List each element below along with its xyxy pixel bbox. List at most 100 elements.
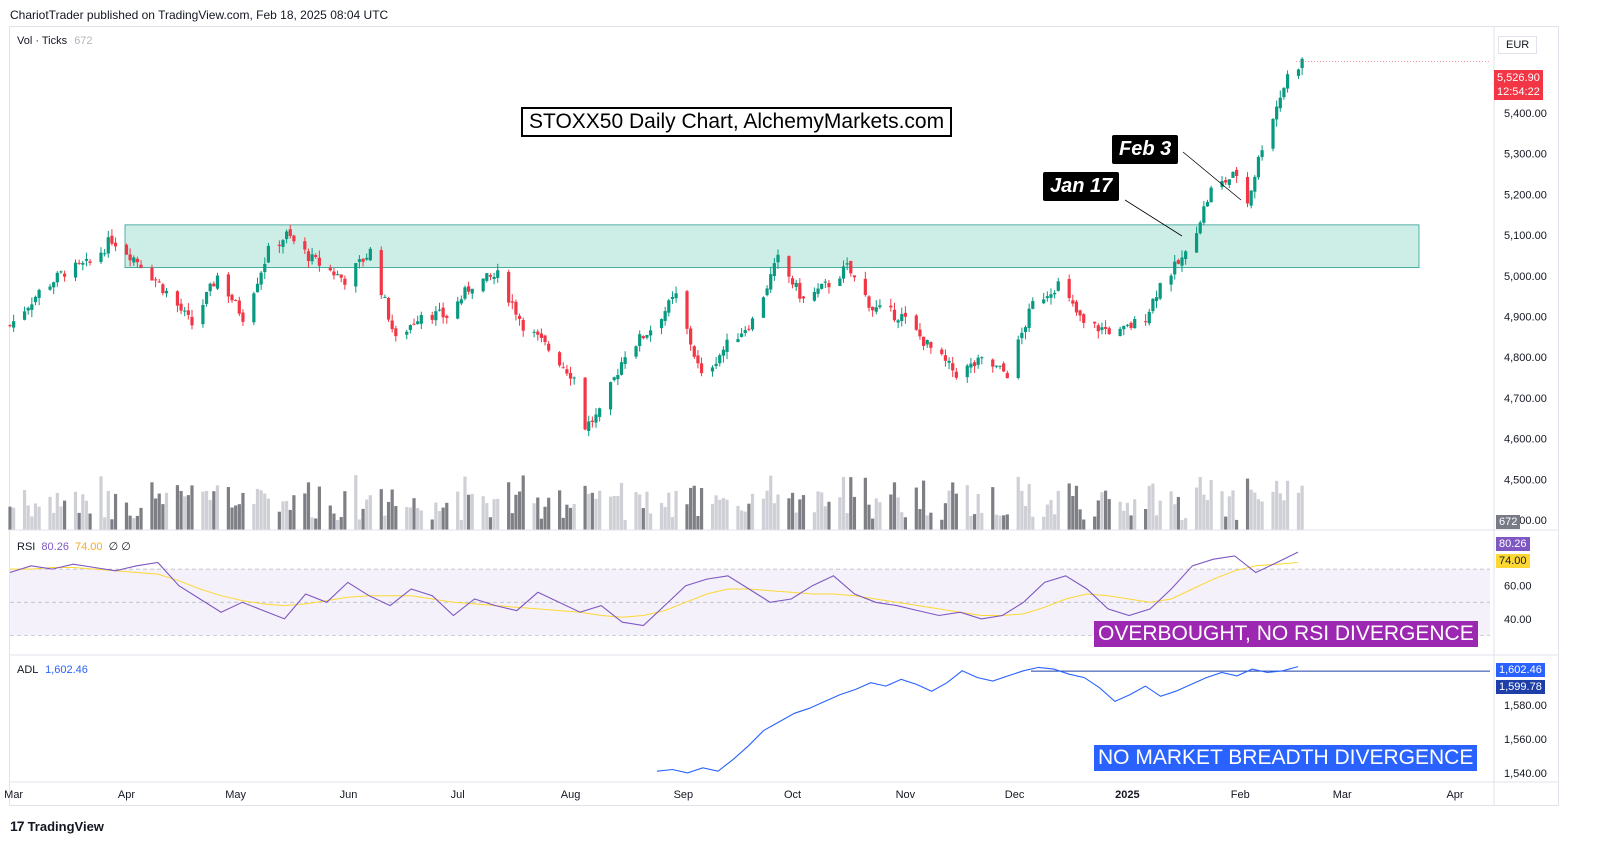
volume-bar [798, 499, 802, 530]
candle-body [73, 262, 78, 278]
candle-body [976, 357, 980, 365]
volume-bar [536, 497, 540, 530]
volume-bar [368, 495, 372, 530]
price-tick-label: 4,700.00 [1504, 393, 1547, 405]
candle-body [547, 343, 551, 351]
candle-body [616, 375, 620, 380]
candle-body [638, 334, 642, 346]
volume-bar [408, 507, 412, 530]
candle-body [798, 282, 802, 299]
rsi-tick-label: 40.00 [1504, 614, 1532, 626]
volume-bar [820, 492, 824, 530]
time-tick-label: Apr [1446, 789, 1463, 801]
volume-bar [721, 497, 726, 530]
candle-body [965, 365, 969, 378]
volume-bar [77, 512, 81, 530]
candle-body [838, 278, 842, 286]
candle-body [1118, 328, 1122, 336]
candle-body [914, 315, 918, 330]
volume-bar [787, 498, 791, 530]
volume-bar [88, 513, 92, 530]
candle-body [568, 373, 573, 379]
footer-brand-label: TradingView [27, 818, 104, 834]
time-tick-label: Feb [1231, 789, 1250, 801]
volume-bar [124, 502, 129, 530]
footer-brand[interactable]: 17 TradingView [10, 818, 104, 834]
candle-body [685, 291, 689, 329]
rsi-ma-line [10, 562, 1299, 618]
candle-body [1158, 283, 1162, 299]
candle-body [379, 249, 383, 296]
volume-bar [1169, 491, 1173, 530]
candle-body [1173, 261, 1177, 275]
candle-body [1100, 327, 1104, 331]
volume-bar [1285, 480, 1290, 530]
candle-body [441, 307, 445, 318]
volume-bar [940, 519, 944, 530]
volume-bar [507, 482, 511, 530]
volume-bar [510, 513, 514, 530]
candle-body [776, 254, 780, 263]
candle-body [430, 315, 434, 320]
volume-bar [1275, 480, 1279, 530]
volume-bar [343, 491, 347, 530]
candle-body [241, 312, 245, 322]
last-price-tag: 5,526.90 12:54:22 [1494, 70, 1543, 100]
candle-body [314, 255, 318, 257]
candle-body [736, 339, 740, 343]
candle-body [157, 281, 161, 283]
tradingview-logo-icon: 17 [10, 818, 25, 834]
volume-bar [30, 516, 34, 530]
volume-bar [841, 476, 846, 530]
volume-legend: Vol · Ticks 672 [17, 35, 93, 47]
volume-bar [969, 515, 973, 530]
rsi-legend-value: 80.26 [41, 541, 69, 553]
volume-bar [1045, 504, 1049, 530]
candle-body [1027, 308, 1031, 328]
candle-body [419, 315, 423, 324]
candle-body [132, 257, 136, 263]
volume-bar [1154, 515, 1159, 530]
candle-body [692, 346, 696, 357]
volume-bar [8, 506, 12, 530]
candle-body [1133, 318, 1137, 329]
volume-bar [81, 494, 85, 530]
volume-bar [852, 496, 857, 530]
candle-body [1198, 222, 1202, 234]
volume-bar [59, 506, 63, 530]
time-tick-label: Apr [118, 789, 135, 801]
candle-body [485, 273, 489, 281]
candle-body [972, 362, 977, 367]
volume-bar [103, 517, 107, 530]
candle-body [226, 274, 230, 297]
candle-body [710, 367, 715, 372]
candle-body [52, 282, 56, 288]
candle-body [634, 346, 638, 357]
candle-body [517, 315, 522, 319]
volume-bar [623, 519, 627, 530]
volume-bar [769, 475, 773, 530]
time-tick-label: Aug [561, 789, 581, 801]
candle-body [1016, 339, 1020, 378]
price-tick-label: 4,600.00 [1504, 434, 1547, 446]
volume-bar [725, 499, 729, 530]
volume-legend-label: Vol · Ticks [17, 35, 68, 47]
candle-body [459, 299, 463, 304]
candle-body [867, 296, 871, 308]
candle-body [394, 328, 398, 337]
currency-badge[interactable]: EUR [1498, 36, 1538, 54]
candle-body [649, 330, 653, 336]
candle-body [88, 261, 92, 263]
adl-value-tag: 1,602.46 [1496, 663, 1545, 677]
volume-bar [190, 485, 194, 530]
candle-body [1296, 69, 1301, 76]
volume-bar [12, 507, 16, 530]
volume-bar [208, 499, 212, 530]
candle-body [841, 266, 846, 279]
volume-bar [48, 496, 52, 530]
volume-bar [1133, 499, 1137, 530]
volume-bar [266, 498, 271, 530]
candle-body [8, 325, 12, 327]
candle-body [696, 355, 700, 364]
